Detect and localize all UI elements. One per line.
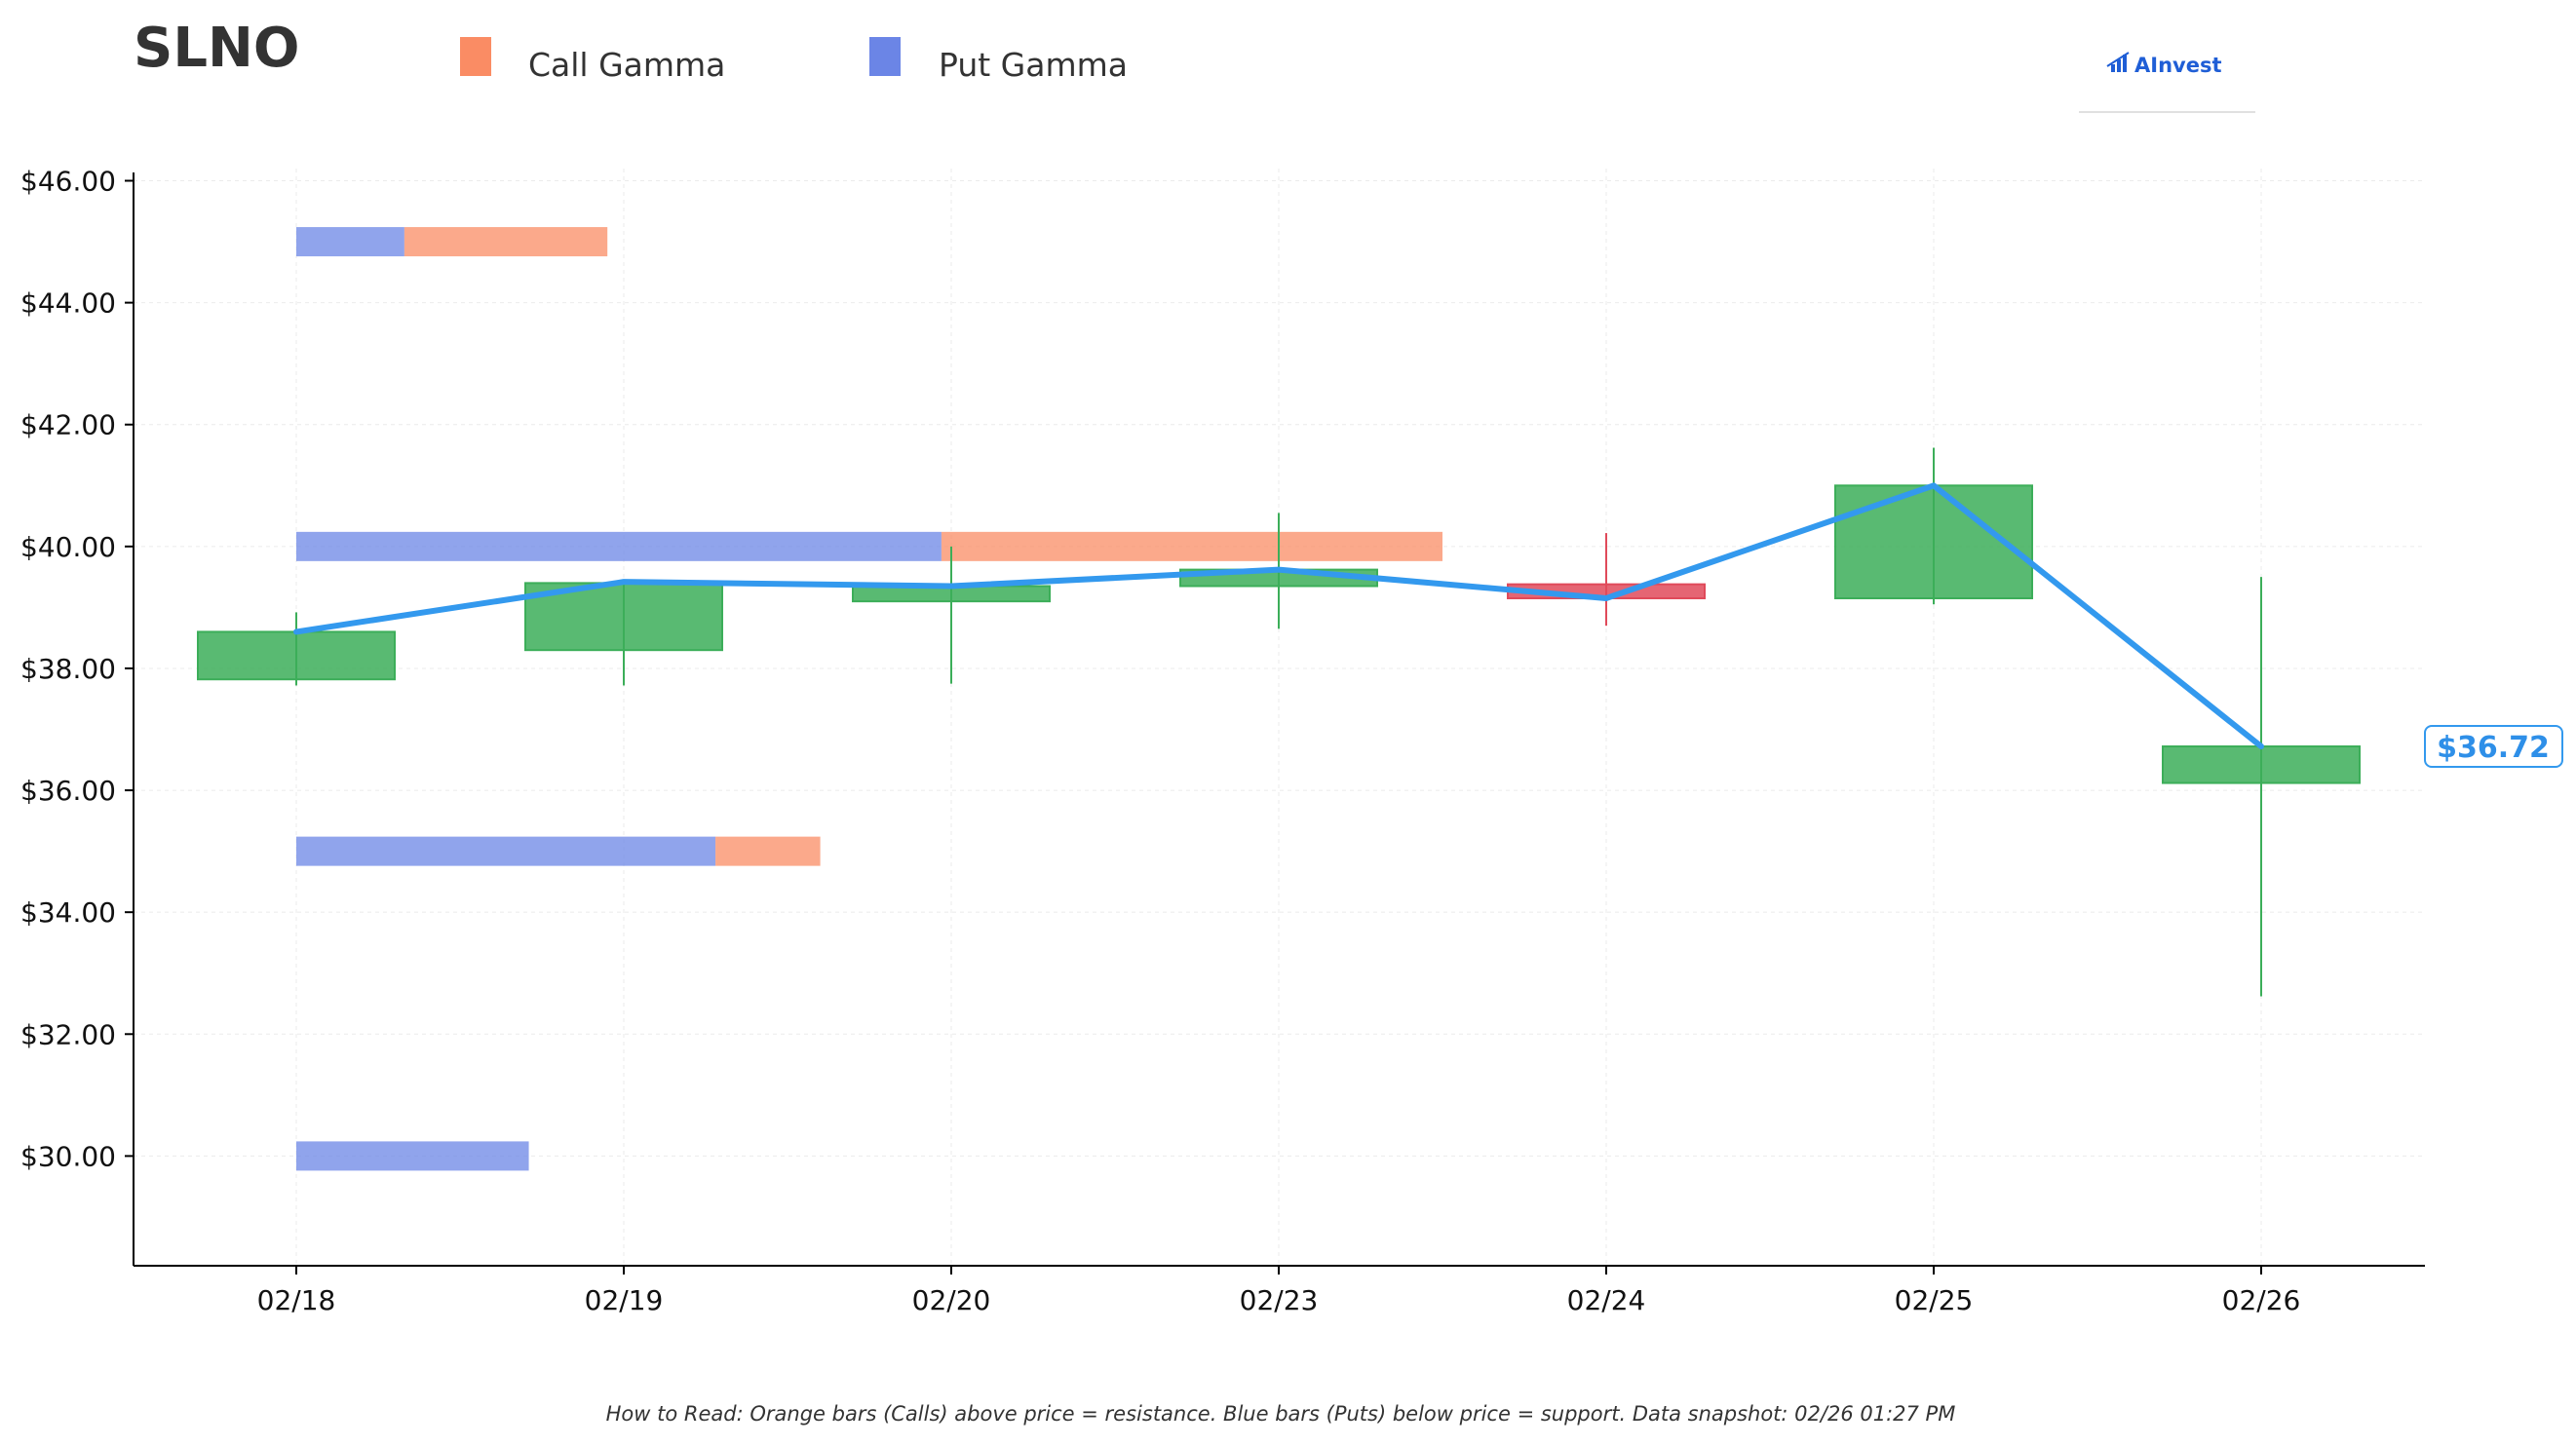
- footnote: How to Read: Orange bars (Calls) above p…: [606, 1402, 1956, 1426]
- y-tick-label: $38.00: [20, 653, 116, 685]
- y-tick-label: $40.00: [20, 531, 116, 563]
- gamma-bars: [296, 227, 1442, 1171]
- ainvest-logo: AInvest: [2079, 52, 2255, 113]
- x-tick-label: 02/24: [1567, 1284, 1646, 1316]
- x-tick-label: 02/20: [912, 1284, 991, 1316]
- candle-body: [2162, 745, 2361, 784]
- y-tick-label: $36.00: [20, 775, 116, 807]
- legend-call-label: Call Gamma: [528, 46, 725, 84]
- y-tick-label: $42.00: [20, 409, 116, 441]
- x-tick-label: 02/18: [257, 1284, 336, 1316]
- legend-put-label: Put Gamma: [939, 46, 1128, 84]
- put-gamma-bar: [296, 836, 716, 866]
- ticker-title: SLNO: [134, 17, 300, 80]
- legend-put-swatch: [869, 37, 901, 76]
- put-gamma-bar: [296, 1141, 529, 1171]
- chart-logo-icon: [2106, 52, 2130, 72]
- x-tick-label: 02/19: [585, 1284, 664, 1316]
- grid: [134, 169, 2425, 1266]
- y-tick-label: $32.00: [20, 1018, 116, 1050]
- last-price-label: $36.72: [2437, 731, 2550, 765]
- call-gamma-bar: [715, 836, 821, 866]
- y-tick-label: $30.00: [20, 1140, 116, 1172]
- y-tick-label: $46.00: [20, 166, 116, 198]
- put-gamma-bar: [296, 531, 942, 561]
- legend-call-swatch: [460, 37, 491, 76]
- last-price-box: [2424, 725, 2563, 769]
- price-label-layer: $36.72: [2424, 725, 2563, 769]
- x-tick-label: 02/23: [1240, 1284, 1319, 1316]
- close-price-line: [293, 482, 2264, 750]
- x-tick-label: 02/26: [2222, 1284, 2301, 1316]
- y-tick-label: $44.00: [20, 287, 116, 320]
- close-line-layer: [293, 482, 2264, 750]
- axes: $30.00 $32.00 $34.00 $36.00 $38.00 $40.00 $42.…: [20, 166, 2425, 1316]
- x-tick-label: 02/25: [1895, 1284, 1974, 1316]
- y-tick-label: $34.00: [20, 896, 116, 929]
- candle-body: [197, 630, 396, 681]
- put-gamma-bar: [296, 227, 404, 257]
- candle-body: [1834, 484, 2033, 600]
- call-gamma-bar: [404, 227, 608, 257]
- logo-text: AInvest: [2134, 54, 2222, 77]
- call-gamma-bar: [941, 531, 1442, 561]
- legend: Call Gamma Put Gamma: [460, 37, 1128, 84]
